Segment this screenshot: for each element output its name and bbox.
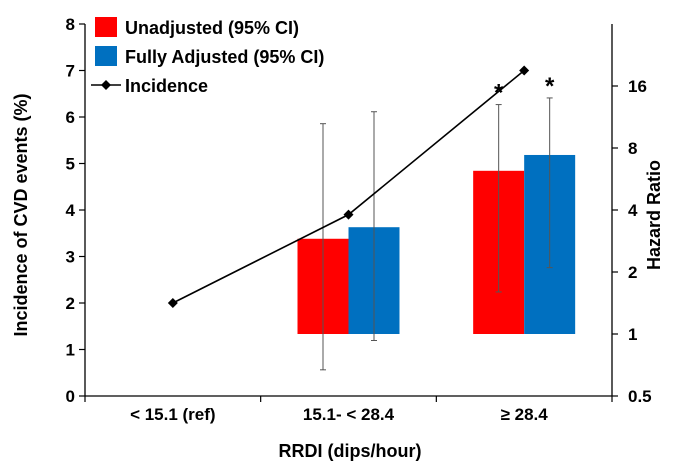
legend-label: Fully Adjusted (95% CI): [125, 47, 324, 67]
right-tick-label: 0.5: [628, 387, 652, 406]
error-bars: [320, 97, 553, 371]
right-tick-label: 2: [628, 263, 637, 282]
legend: Unadjusted (95% CI) Fully Adjusted (95% C…: [91, 17, 324, 96]
x-tick-label: ≥ 28.4: [501, 405, 549, 424]
legend-swatch: [95, 46, 117, 66]
x-axis: < 15.1 (ref) 15.1- < 28.4 ≥ 28.4: [84, 395, 613, 424]
left-tick-label: 6: [66, 108, 75, 127]
incidence-marker: [519, 65, 530, 76]
right-y-axis: 0.5 1 2 4 8 16: [611, 24, 652, 406]
left-tick-label: 8: [66, 15, 75, 34]
incidence-line: [167, 65, 530, 308]
right-tick-label: 8: [628, 139, 637, 158]
legend-swatch: [95, 17, 117, 37]
left-tick-label: 7: [66, 62, 75, 81]
right-tick-label: 4: [628, 201, 638, 220]
incidence-marker: [167, 298, 178, 308]
incidence-marker: [343, 209, 354, 220]
left-tick-label: 1: [66, 341, 75, 360]
bars: [297, 154, 576, 334]
right-tick-label: 1: [628, 325, 637, 344]
legend-label: Unadjusted (95% CI): [125, 18, 299, 38]
right-tick-label: 16: [628, 77, 647, 96]
left-y-axis-title: Incidence of CVD events (%): [11, 93, 31, 336]
significance-star: *: [545, 73, 555, 100]
legend-marker: [101, 80, 111, 90]
x-axis-title: RRDI (dips/hour): [279, 441, 422, 461]
left-tick-label: 2: [66, 294, 75, 313]
legend-label: Incidence: [125, 76, 208, 96]
left-tick-label: 5: [66, 155, 75, 174]
significance-star: *: [494, 80, 504, 107]
significance-markers: * *: [494, 73, 555, 107]
left-y-axis: 0 1 2 3 4 5 6 7 8: [66, 15, 86, 406]
left-tick-label: 3: [66, 248, 75, 267]
x-tick-label: 15.1- < 28.4: [303, 405, 395, 424]
right-y-axis-title: Hazard Ratio: [644, 160, 664, 270]
x-tick-label: < 15.1 (ref): [130, 405, 216, 424]
left-tick-label: 4: [66, 201, 76, 220]
left-tick-label: 0: [66, 387, 75, 406]
